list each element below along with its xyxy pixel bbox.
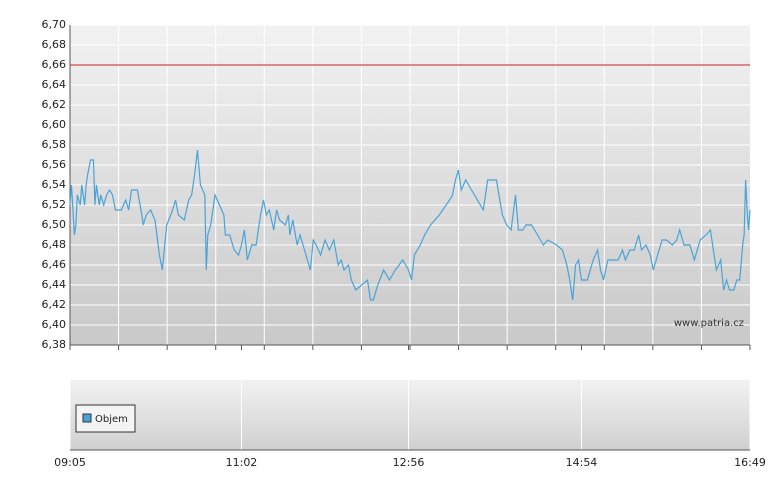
y-tick-label: 6,48 [42, 238, 67, 251]
y-tick-label: 6,44 [42, 278, 67, 291]
y-tick-label: 6,70 [42, 18, 67, 31]
legend-swatch [82, 413, 92, 423]
y-tick-label: 6,38 [42, 338, 67, 351]
y-tick-label: 6,56 [42, 158, 67, 171]
y-tick-label: 6,58 [42, 138, 67, 151]
x-tick-label: 16:49 [734, 456, 766, 469]
y-tick-label: 6,66 [42, 58, 67, 71]
price-line [69, 149, 751, 301]
volume-area [70, 380, 750, 450]
x-tick-label: 09:05 [54, 456, 86, 469]
x-tick-label: 14:54 [566, 456, 598, 469]
y-tick-label: 6,46 [42, 258, 67, 271]
y-tick-label: 6,64 [42, 78, 67, 91]
x-tick-label: 11:02 [226, 456, 258, 469]
y-tick-label: 6,54 [42, 178, 67, 191]
y-tick-label: 6,52 [42, 198, 67, 211]
y-tick-label: 6,62 [42, 98, 67, 111]
watermark: www.patria.cz [674, 318, 744, 329]
y-tick-label: 6,60 [42, 118, 67, 131]
legend-label: Objem [95, 414, 128, 425]
y-tick-label: 6,50 [42, 218, 67, 231]
y-tick-label: 6,68 [42, 38, 67, 51]
y-tick-label: 6,40 [42, 318, 67, 331]
y-tick-label: 6,42 [42, 298, 67, 311]
x-tick-label: 12:56 [393, 456, 425, 469]
